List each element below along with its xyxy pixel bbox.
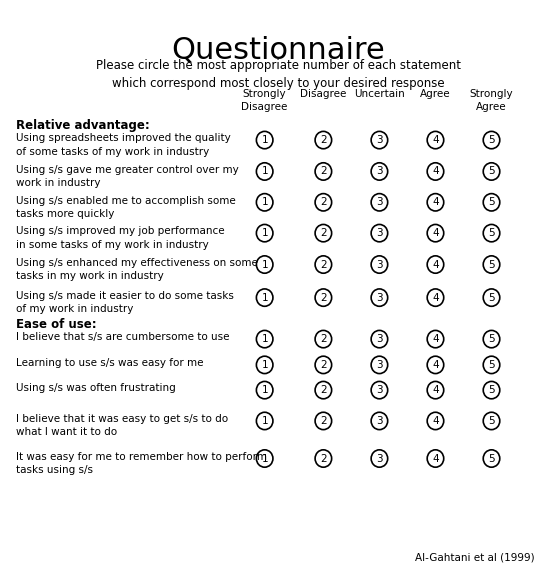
Text: 5: 5 [488,416,495,426]
Text: 4: 4 [432,454,439,464]
Text: I believe that s/s are cumbersome to use: I believe that s/s are cumbersome to use [17,332,230,342]
Text: 2: 2 [320,228,327,238]
Text: 1: 1 [261,228,268,238]
Text: Using s/s enhanced my effectiveness on some
tasks in my work in industry: Using s/s enhanced my effectiveness on s… [17,258,259,281]
Text: 3: 3 [376,135,383,145]
Text: 1: 1 [261,454,268,464]
Text: Agree: Agree [420,89,451,99]
Text: 5: 5 [488,166,495,176]
Text: 2: 2 [320,360,327,370]
Text: Strongly
Agree: Strongly Agree [470,89,513,112]
Text: 2: 2 [320,385,327,395]
Text: 1: 1 [261,416,268,426]
Text: Learning to use s/s was easy for me: Learning to use s/s was easy for me [17,358,204,368]
Text: 4: 4 [432,416,439,426]
Text: 4: 4 [432,166,439,176]
Text: 1: 1 [261,259,268,270]
Text: Uncertain: Uncertain [354,89,405,99]
Text: 1: 1 [261,197,268,207]
Text: 2: 2 [320,293,327,303]
Text: 4: 4 [432,293,439,303]
Text: Using s/s improved my job performance
in some tasks of my work in industry: Using s/s improved my job performance in… [17,227,225,249]
Text: Relative advantage:: Relative advantage: [17,119,150,133]
Text: 3: 3 [376,228,383,238]
Text: 1: 1 [261,385,268,395]
Text: Using spreadsheets improved the quality
of some tasks of my work in industry: Using spreadsheets improved the quality … [17,133,231,157]
Text: 3: 3 [376,454,383,464]
Text: Ease of use:: Ease of use: [17,318,97,331]
Text: Using s/s gave me greater control over my
work in industry: Using s/s gave me greater control over m… [17,165,239,188]
Text: 3: 3 [376,334,383,344]
Text: 3: 3 [376,293,383,303]
Text: 2: 2 [320,334,327,344]
Text: It was easy for me to remember how to perform
tasks using s/s: It was easy for me to remember how to pe… [17,452,267,475]
Text: 2: 2 [320,135,327,145]
Text: I believe that it was easy to get s/s to do
what I want it to do: I believe that it was easy to get s/s to… [17,414,229,437]
Text: Using s/s was often frustrating: Using s/s was often frustrating [17,383,176,394]
Text: 1: 1 [261,293,268,303]
Text: Questionnaire: Questionnaire [171,35,385,64]
Text: 5: 5 [488,197,495,207]
Text: 5: 5 [488,135,495,145]
Text: 2: 2 [320,416,327,426]
Text: 2: 2 [320,166,327,176]
Text: 3: 3 [376,416,383,426]
Text: Strongly
Disagree: Strongly Disagree [241,89,288,112]
Text: 1: 1 [261,135,268,145]
Text: 1: 1 [261,166,268,176]
Text: 2: 2 [320,197,327,207]
Text: 3: 3 [376,360,383,370]
Text: 3: 3 [376,197,383,207]
Text: 5: 5 [488,293,495,303]
Text: 3: 3 [376,259,383,270]
Text: 2: 2 [320,454,327,464]
Text: 4: 4 [432,385,439,395]
Text: 1: 1 [261,360,268,370]
Text: 4: 4 [432,135,439,145]
Text: Al-Gahtani et al (1999): Al-Gahtani et al (1999) [415,552,534,562]
Text: 3: 3 [376,385,383,395]
Text: 5: 5 [488,360,495,370]
Text: 1: 1 [261,334,268,344]
Text: 4: 4 [432,334,439,344]
Text: 4: 4 [432,228,439,238]
Text: 5: 5 [488,259,495,270]
Text: 5: 5 [488,385,495,395]
Text: 3: 3 [376,166,383,176]
Text: 4: 4 [432,197,439,207]
Text: 4: 4 [432,259,439,270]
Text: 5: 5 [488,334,495,344]
Text: Using s/s enabled me to accomplish some
tasks more quickly: Using s/s enabled me to accomplish some … [17,196,236,219]
Text: 5: 5 [488,228,495,238]
Text: Disagree: Disagree [300,89,346,99]
Text: 4: 4 [432,360,439,370]
Text: 2: 2 [320,259,327,270]
Text: 5: 5 [488,454,495,464]
Text: Using s/s made it easier to do some tasks
of my work in industry: Using s/s made it easier to do some task… [17,291,234,314]
Text: Please circle the most appropriate number of each statement
which correspond mos: Please circle the most appropriate numbe… [96,59,460,90]
